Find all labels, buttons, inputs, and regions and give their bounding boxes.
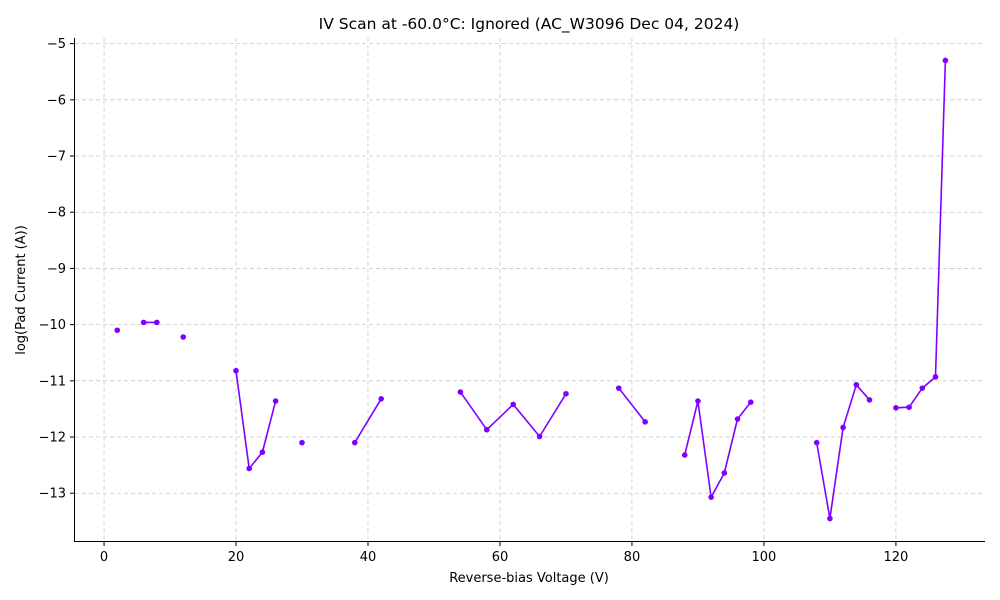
series-line-segment [618, 387, 646, 423]
x-tick-label: 40 [360, 550, 377, 565]
series-line-segment [459, 391, 567, 438]
data-point [378, 396, 384, 402]
data-point [536, 433, 543, 440]
y-tick-label: −12 [39, 431, 66, 446]
x-tick-label: 100 [752, 550, 777, 565]
y-axis-ticks: −13 −12 −11 −10 −9 −8 −7 −6 −5 [39, 37, 75, 502]
x-tick-label: 0 [100, 550, 108, 565]
x-axis-ticks: 0 20 40 60 80 100 120 [100, 541, 908, 565]
data-point [942, 57, 949, 64]
data-point [233, 367, 239, 374]
data-point [747, 399, 754, 405]
data-point [272, 398, 279, 404]
series-line-segment [815, 383, 871, 520]
data-point [932, 374, 939, 380]
data-point [180, 334, 187, 340]
data-point [563, 390, 569, 397]
data-point [827, 515, 833, 522]
y-tick-label: −13 [39, 487, 66, 502]
x-tick-label: 120 [883, 550, 908, 565]
gridlines [75, 38, 985, 541]
data-point [351, 439, 358, 446]
data-point [708, 494, 714, 500]
x-tick-label: 60 [492, 550, 509, 565]
data-point [246, 465, 253, 472]
series-group [114, 57, 949, 522]
y-tick-label: −8 [47, 206, 66, 221]
y-tick-label: −5 [47, 37, 66, 52]
y-tick-label: −9 [47, 262, 66, 277]
data-point [906, 404, 912, 411]
data-point [695, 398, 701, 404]
series-line-segment [235, 370, 277, 470]
y-tick-label: −7 [47, 150, 66, 165]
data-point [642, 419, 648, 425]
data-point [734, 416, 741, 422]
data-point [681, 452, 688, 458]
x-tick-label: 20 [228, 550, 245, 565]
data-point [840, 424, 846, 431]
y-tick-label: −10 [39, 318, 66, 333]
data-point [853, 381, 860, 388]
data-point [154, 319, 160, 326]
data-point [140, 319, 147, 326]
series-line-segment [354, 398, 382, 444]
y-axis-title: log(Pad Current (A)) [14, 225, 29, 355]
data-point [299, 439, 305, 446]
series-line-segment [683, 400, 752, 499]
y-tick-label: −11 [39, 374, 66, 389]
data-point [615, 385, 622, 391]
data-point [483, 426, 490, 433]
data-point [114, 327, 121, 334]
data-point [721, 470, 728, 476]
data-point [919, 385, 926, 391]
series-line-segment [895, 60, 947, 409]
data-point [457, 389, 464, 395]
y-tick-label: −6 [47, 93, 66, 108]
data-point [866, 397, 873, 403]
chart-title: IV Scan at -60.0°C: Ignored (AC_W3096 De… [319, 15, 740, 34]
x-tick-label: 80 [624, 550, 641, 565]
x-axis-title: Reverse-bias Voltage (V) [449, 571, 609, 586]
data-point [893, 405, 899, 411]
axis-spines [74, 38, 985, 542]
data-point [510, 401, 516, 408]
data-point [259, 449, 266, 456]
data-point [813, 439, 820, 446]
